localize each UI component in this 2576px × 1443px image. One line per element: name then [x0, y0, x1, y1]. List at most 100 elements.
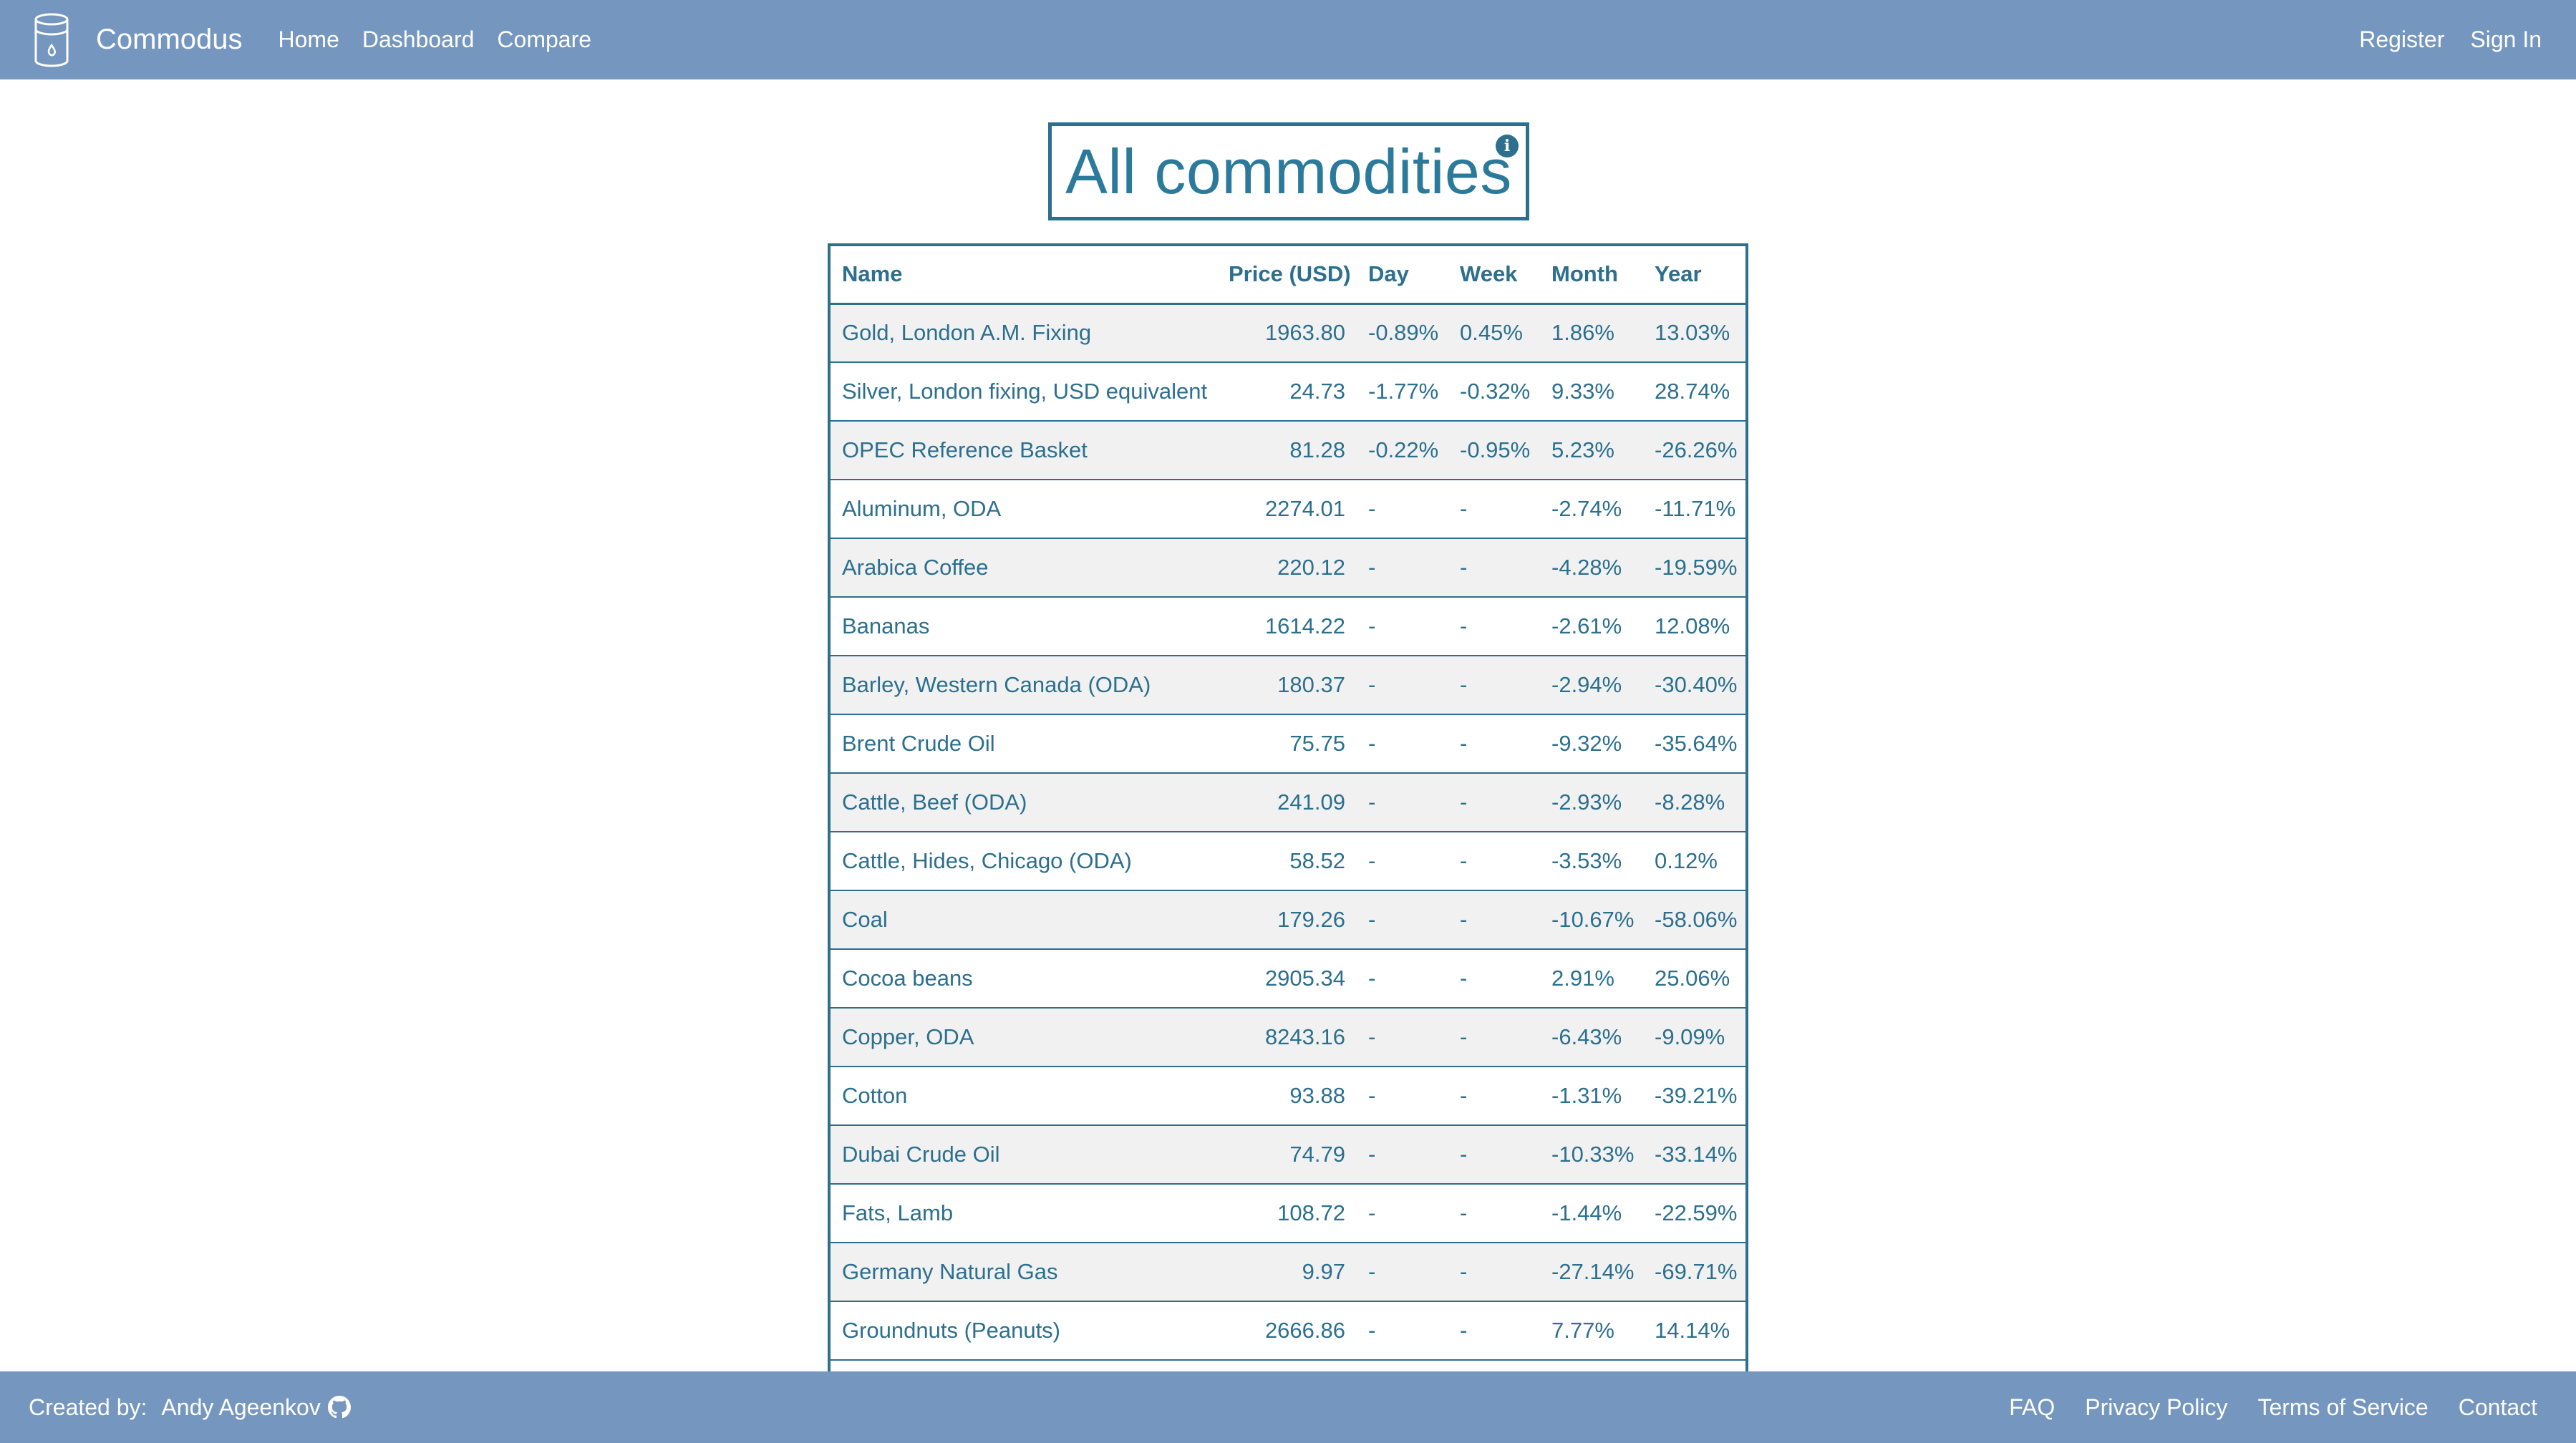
cell-year: -19.59% [1643, 538, 1745, 598]
cell-year: 12.08% [1643, 597, 1745, 656]
table-row[interactable]: Copper, ODA 8243.16- - -6.43% -9.09% [831, 1008, 1745, 1067]
cell-name[interactable]: Coal [831, 890, 1217, 950]
table-row[interactable]: Germany Natural Gas 9.97- - -27.14% -69.71% [831, 1243, 1745, 1302]
cell-month: -4.28% [1540, 538, 1643, 598]
cell-month: -2.94% [1540, 656, 1643, 715]
cell-month: 7.77% [1540, 1301, 1643, 1361]
header-month[interactable]: Month [1540, 246, 1643, 305]
cell-year: -58.06% [1643, 890, 1745, 950]
nav-home-link[interactable]: Home [278, 26, 339, 52]
cell-name[interactable]: Bananas [831, 597, 1217, 656]
cell-year: -8.28% [1643, 773, 1745, 832]
cell-name[interactable]: Cocoa beans [831, 949, 1217, 1009]
cell-month: -2.93% [1540, 773, 1643, 832]
table-row[interactable]: Coal 179.26- - -10.67% -58.06% [831, 890, 1745, 950]
cell-price: 8243.16 [1217, 1008, 1357, 1067]
cell-price: 2666.86 [1217, 1301, 1357, 1361]
table-row[interactable]: Bananas 1614.22- - -2.61% 12.08% [831, 597, 1745, 656]
cell-name[interactable]: Germany Natural Gas [831, 1243, 1217, 1302]
terms-of-service-link[interactable]: Terms of Service [2257, 1394, 2429, 1420]
table-row[interactable]: Dubai Crude Oil 74.79- - -10.33% -33.14% [831, 1125, 1745, 1185]
table-row[interactable]: Barley, Western Canada (ODA) 180.37- - -2.9… [831, 656, 1745, 715]
cell-day: -0.89% [1357, 303, 1448, 363]
cell-week: 0.45% [1448, 303, 1540, 363]
main-nav: Home Dashboard Compare [279, 26, 615, 53]
cell-month: -2.74% [1540, 480, 1643, 539]
cell-name[interactable]: Brent Crude Oil [831, 714, 1217, 774]
table-row[interactable]: Brent Crude Oil 75.75- - -9.32% -35.64% [831, 714, 1745, 774]
cell-name[interactable]: Copper, ODA [831, 1008, 1217, 1067]
cell-name[interactable]: OPEC Reference Basket [831, 421, 1217, 480]
cell-price: 81.28 [1217, 421, 1357, 480]
table-row[interactable]: Arabica Coffee 220.12- - -4.28% -19.59% [831, 538, 1745, 598]
header-year[interactable]: Year [1643, 246, 1745, 305]
cell-name[interactable]: Cattle, Beef (ODA) [831, 773, 1217, 832]
cell-week: - [1448, 1184, 1540, 1243]
contact-link[interactable]: Contact [2458, 1394, 2537, 1420]
cell-year: -9.09% [1643, 1008, 1745, 1067]
cell-price: 24.73 [1217, 362, 1357, 422]
header-price[interactable]: Price (USD) [1217, 246, 1357, 305]
cell-name[interactable]: Groundnuts (Peanuts) [831, 1301, 1217, 1361]
cell-day: - [1357, 714, 1448, 774]
cell-month: -1.44% [1540, 1184, 1643, 1243]
table-row[interactable]: Gold, London A.M. Fixing 1963.80 -0.89% 0.4… [831, 303, 1745, 363]
table-row[interactable]: Cocoa beans 2905.34- -2.91% 25.06% [831, 949, 1745, 1009]
header-day[interactable]: Day [1357, 246, 1448, 305]
cell-name[interactable]: Barley, Western Canada (ODA) [831, 656, 1217, 715]
table-row[interactable]: Silver, London fixing, USD equivalent 24.… [831, 362, 1745, 422]
cell-month: -27.14% [1540, 1243, 1643, 1302]
table-row[interactable]: OPEC Reference Basket 81.28 -0.22% -0.95% 5.… [831, 421, 1745, 480]
cell-name[interactable]: Cotton [831, 1067, 1217, 1126]
cell-price: 108.72 [1217, 1184, 1357, 1243]
table-row[interactable]: Groundnuts (Peanuts) 2666.86- -7.77% 14.14% [831, 1301, 1745, 1361]
cell-year: -39.21% [1643, 1067, 1745, 1126]
cell-month: -9.32% [1540, 714, 1643, 774]
cell-day: - [1357, 1243, 1448, 1302]
author-name: Andy Ageenkov [161, 1394, 321, 1420]
cell-day: - [1357, 890, 1448, 950]
cell-week: - [1448, 1301, 1540, 1361]
cell-name[interactable]: Aluminum, ODA [831, 480, 1217, 539]
cell-month: 2.91% [1540, 949, 1643, 1009]
cell-name[interactable]: Silver, London fixing, USD equivalent [831, 362, 1217, 422]
table-row[interactable]: Cotton 93.88- - -1.31% -39.21% [831, 1067, 1745, 1126]
cell-day: -0.22% [1357, 421, 1448, 480]
privacy-policy-link[interactable]: Privacy Policy [2085, 1394, 2228, 1420]
table-row[interactable]: Fats, Lamb 108.72- - -1.44% -22.59% [831, 1184, 1745, 1243]
commodities-table-container[interactable]: Name Price (USD) Day Week Month Year Gol… [828, 243, 1748, 1371]
cell-name[interactable]: Cattle, Hides, Chicago (ODA) [831, 832, 1217, 891]
faq-link[interactable]: FAQ [2009, 1394, 2056, 1420]
table-row[interactable]: Cattle, Beef (ODA) 241.09- - -2.93% -8.28% [831, 773, 1745, 832]
table-row[interactable]: Aluminum, ODA 2274.01- - -2.74% -11.71% [831, 480, 1745, 539]
nav-compare-link[interactable]: Compare [497, 26, 592, 52]
cell-name[interactable]: Arabica Coffee [831, 538, 1217, 598]
cell-year: 0.12% [1643, 832, 1745, 891]
table-row[interactable]: Cattle, Hides, Chicago (ODA) 58.52- - -3.53… [831, 832, 1745, 891]
brand-link[interactable]: Commodus [32, 11, 243, 69]
cell-week: -0.32% [1448, 362, 1540, 422]
author-link[interactable]: Andy Ageenkov [161, 1394, 351, 1421]
cell-day: - [1357, 1008, 1448, 1067]
header-week[interactable]: Week [1448, 246, 1540, 305]
table-header-row: Name Price (USD) Day Week Month Year [831, 246, 1745, 305]
cell-day: - [1357, 832, 1448, 891]
cell-day: - [1357, 949, 1448, 1009]
cell-name[interactable]: Fats, Lamb [831, 1184, 1217, 1243]
cell-day: - [1357, 1184, 1448, 1243]
cell-price: 74.79 [1217, 1125, 1357, 1185]
page-title-box: All commodities i [1048, 122, 1529, 220]
cell-price: 180.37 [1217, 656, 1357, 715]
cell-name[interactable]: Gold, London A.M. Fixing [831, 303, 1217, 363]
database-icon [32, 11, 72, 69]
header-name[interactable]: Name [831, 246, 1217, 305]
register-link[interactable]: Register [2359, 26, 2445, 52]
cell-week: - [1448, 949, 1540, 1009]
sign-in-link[interactable]: Sign In [2470, 26, 2542, 52]
table-body: Gold, London A.M. Fixing 1963.80 -0.89% 0.4… [831, 303, 1745, 1361]
cell-name[interactable]: Dubai Crude Oil [831, 1125, 1217, 1185]
nav-dashboard-link[interactable]: Dashboard [362, 26, 475, 52]
commodities-table: Name Price (USD) Day Week Month Year Gol… [831, 246, 1745, 1361]
info-icon[interactable]: i [1496, 135, 1519, 157]
cell-month: 5.23% [1540, 421, 1643, 480]
